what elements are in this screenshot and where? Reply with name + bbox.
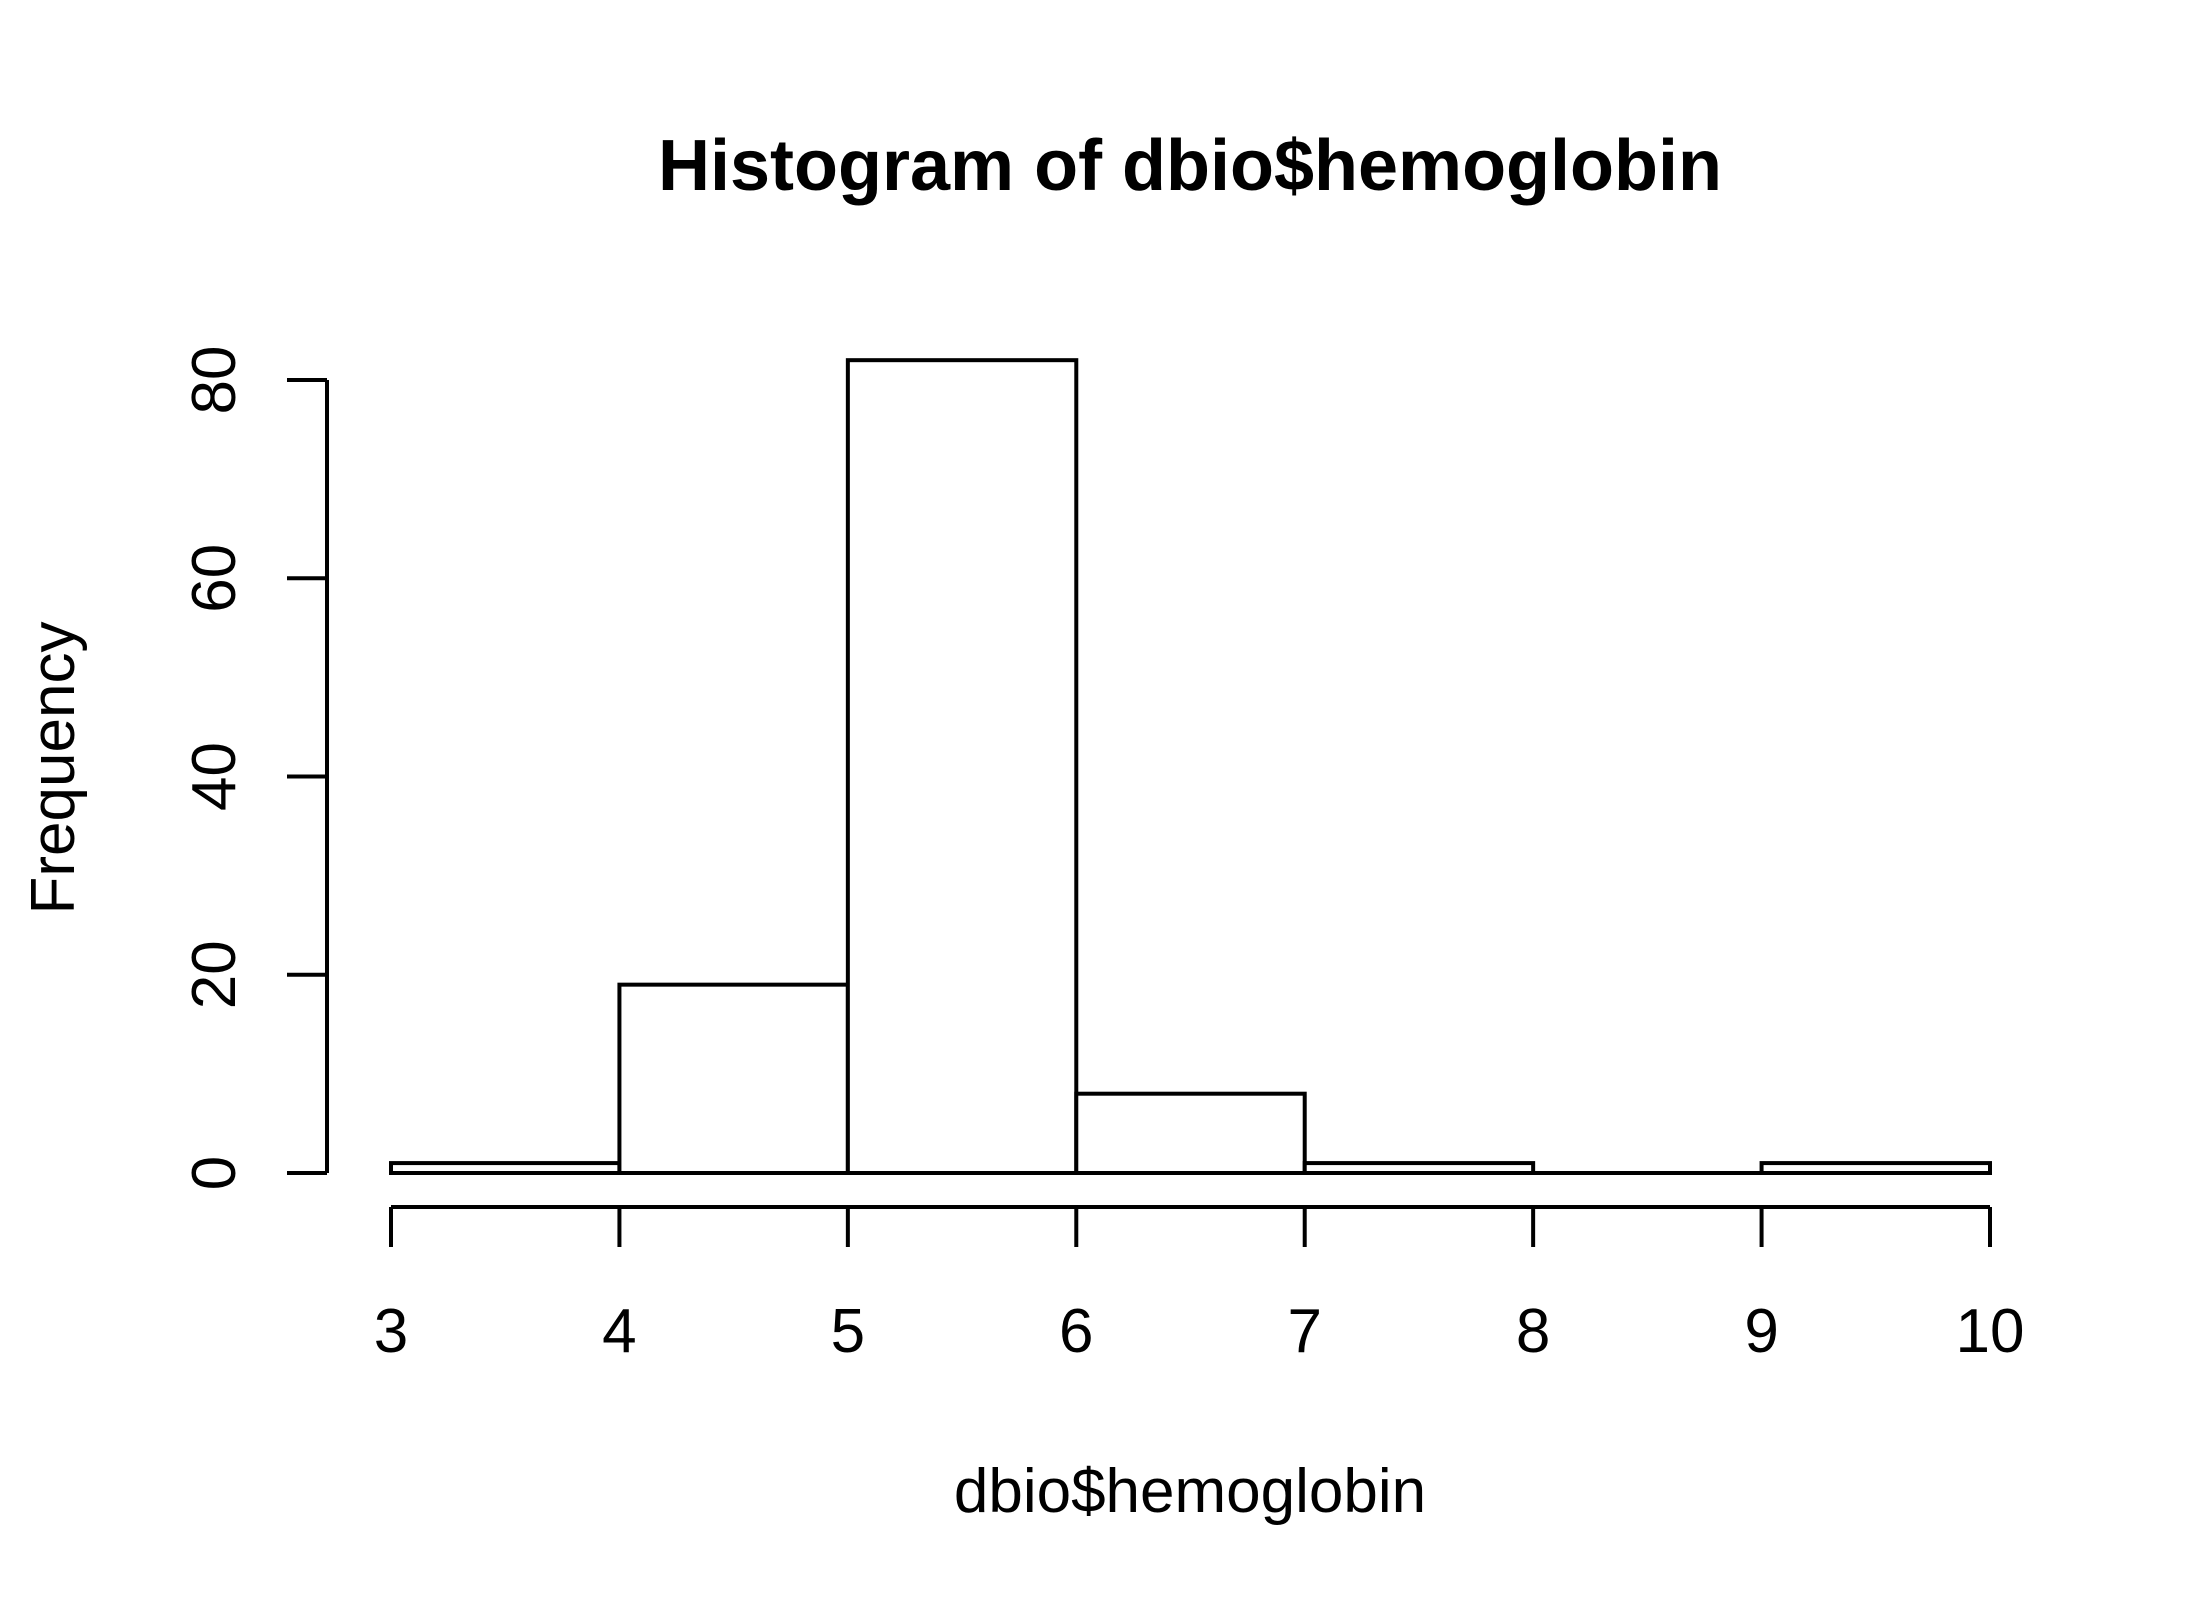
histogram-bar-3-4 <box>389 1161 622 1176</box>
y-axis: 0 20 40 60 80 <box>180 346 329 1190</box>
y-tick-label: 0 <box>180 1156 249 1190</box>
x-tick-label: 7 <box>1287 1297 1321 1366</box>
x-tick-label: 6 <box>1059 1297 1093 1366</box>
x-axis-title: dbio$hemoglobin <box>954 1457 1426 1526</box>
y-axis-title: Frequency <box>19 622 88 915</box>
x-tick-label: 5 <box>831 1297 865 1366</box>
x-tick-label: 3 <box>374 1297 408 1366</box>
y-tick-label: 80 <box>180 346 249 415</box>
x-axis: 3 4 5 6 7 8 9 10 <box>374 1205 2025 1366</box>
x-tick-label: 9 <box>1744 1297 1778 1366</box>
y-tick-label: 60 <box>180 544 249 613</box>
x-tick-label: 10 <box>1956 1297 2025 1366</box>
x-tick-label: 8 <box>1516 1297 1550 1366</box>
y-tick-label: 20 <box>180 940 249 1009</box>
chart-title: Histogram of dbio$hemoglobin <box>658 126 1722 206</box>
histogram-bar-4-5 <box>617 982 850 1175</box>
x-tick-label: 4 <box>602 1297 636 1366</box>
y-tick-label: 40 <box>180 742 249 811</box>
histogram-bar-7-8 <box>1302 1161 1536 1176</box>
histogram-bar-5-6 <box>845 358 1079 1175</box>
histogram-bar-9-10 <box>1759 1161 1992 1176</box>
bars-layer <box>389 358 1992 1176</box>
histogram-bar-6-7 <box>1074 1091 1307 1175</box>
